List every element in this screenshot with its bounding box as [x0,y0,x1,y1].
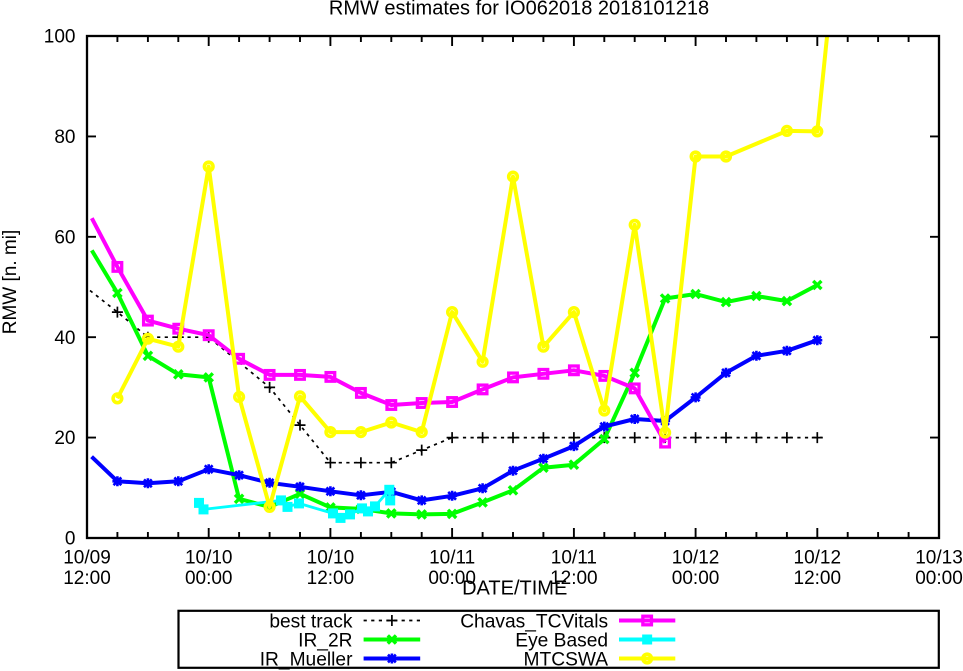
svg-text:MTCSWA: MTCSWA [524,649,609,670]
svg-text:Eye Based: Eye Based [515,630,608,651]
svg-text:00:00: 00:00 [185,568,233,589]
svg-text:00:00: 00:00 [428,568,476,589]
svg-text:20: 20 [54,428,75,449]
svg-text:IR_Mueller: IR_Mueller [260,649,353,670]
svg-text:RMW [n. mi]: RMW [n. mi] [0,230,21,335]
svg-text:best track: best track [269,611,353,632]
svg-text:60: 60 [54,227,75,248]
svg-text:10/12: 10/12 [794,548,842,569]
svg-text:0: 0 [65,529,76,550]
svg-text:10/12: 10/12 [672,548,720,569]
svg-text:00:00: 00:00 [672,568,720,589]
svg-text:12:00: 12:00 [63,568,111,589]
svg-text:80: 80 [54,127,75,148]
svg-text:100: 100 [44,27,76,48]
svg-text:12:00: 12:00 [794,568,842,589]
svg-text:40: 40 [54,328,75,349]
svg-text:12:00: 12:00 [550,568,598,589]
svg-text:10/10: 10/10 [185,548,233,569]
svg-text:10/11: 10/11 [551,548,597,569]
svg-text:10/10: 10/10 [307,548,355,569]
svg-text:Chavas_TCVitals: Chavas_TCVitals [460,611,608,632]
svg-text:10/09: 10/09 [63,548,111,569]
svg-text:12:00: 12:00 [307,568,355,589]
svg-text:10/11: 10/11 [429,548,475,569]
svg-text:DATE/TIME: DATE/TIME [462,578,567,600]
svg-text:RMW estimates for IO062018 201: RMW estimates for IO062018 2018101218 [329,0,709,20]
svg-text:00:00: 00:00 [915,568,963,589]
svg-text:IR_2R: IR_2R [298,630,352,651]
svg-text:10/13: 10/13 [915,548,963,569]
